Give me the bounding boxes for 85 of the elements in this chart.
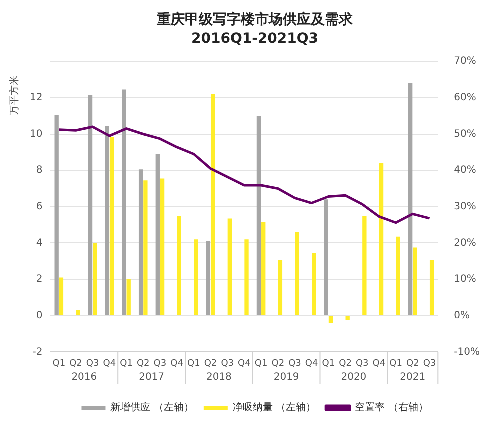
x-tick-label: Q1 xyxy=(188,358,200,369)
bar xyxy=(312,253,316,316)
y-tick-label: 6 xyxy=(36,201,43,212)
x-tick-label: Q1 xyxy=(254,358,268,369)
legend-label: 净吸纳量 （左轴） xyxy=(232,402,316,414)
x-tick-label: Q3 xyxy=(154,358,167,369)
x-tick-label: Q2 xyxy=(272,358,285,369)
x-tick-label: Q2 xyxy=(339,358,352,369)
x-tick-label: Q4 xyxy=(238,358,252,369)
bar xyxy=(413,248,418,316)
bar xyxy=(262,222,266,316)
bar xyxy=(105,126,110,316)
y-tick-label: 8 xyxy=(36,165,43,176)
bar xyxy=(210,94,216,316)
y2-tick-label: 60% xyxy=(454,92,476,104)
y-axis-title: 万平方米 xyxy=(8,76,21,116)
bar xyxy=(177,216,182,316)
x-tick-label: Q1 xyxy=(120,358,133,369)
bar xyxy=(244,240,249,316)
bar xyxy=(88,95,93,316)
x-tick-label: Q3 xyxy=(423,358,436,369)
legend-label: 新增供应 （左轴） xyxy=(110,402,194,414)
text: 2021 xyxy=(400,372,426,383)
bar xyxy=(93,243,98,316)
y2-tick-label: 20% xyxy=(454,238,476,249)
y2-tick-label: 40% xyxy=(454,165,476,176)
bar xyxy=(328,316,334,324)
y-tick-label: 4 xyxy=(36,238,43,249)
chart-subtitle: 2016Q1-2021Q3 xyxy=(191,30,319,47)
bar xyxy=(138,170,144,316)
text: 2020 xyxy=(341,372,367,383)
y-tick-label: 12 xyxy=(30,92,43,104)
bar xyxy=(228,218,232,316)
bar xyxy=(59,278,64,316)
text: 2018 xyxy=(206,372,232,383)
x-tick-label: Q4 xyxy=(305,358,319,369)
bar xyxy=(346,316,350,320)
x-tick-label: Q2 xyxy=(406,358,420,369)
y2-tick-label: 70% xyxy=(454,56,476,68)
bar xyxy=(110,136,114,316)
y2-tick-label: 0% xyxy=(454,310,470,322)
x-tick-label: Q1 xyxy=(322,358,336,369)
text: 2019 xyxy=(274,372,300,383)
bar xyxy=(76,310,80,316)
x-tick-label: Q4 xyxy=(372,358,386,369)
bar xyxy=(278,260,283,316)
bar xyxy=(256,116,262,316)
bar xyxy=(408,83,413,316)
bar xyxy=(54,115,59,316)
bar xyxy=(396,236,400,316)
x-tick-label: Q2 xyxy=(136,358,150,369)
y2-tick-label: 30% xyxy=(454,201,476,212)
text: 2017 xyxy=(139,372,165,383)
x-tick-label: Q2 xyxy=(70,358,82,369)
x-tick-label: Q2 xyxy=(204,358,218,369)
y-tick-label: -2 xyxy=(32,346,43,358)
bar xyxy=(160,178,165,316)
x-tick-label: Q3 xyxy=(288,358,302,369)
text: 2016 xyxy=(72,372,98,383)
bar xyxy=(122,90,126,316)
bar xyxy=(194,240,198,316)
bar xyxy=(206,241,211,316)
y-tick-label: 0 xyxy=(36,310,43,322)
bar xyxy=(362,216,367,316)
x-tick-label: Q4 xyxy=(103,358,116,369)
y-tick-label: 10 xyxy=(30,128,43,140)
bar xyxy=(430,260,434,316)
chart-title: 重庆甲级写字楼市场供应及需求 xyxy=(156,11,354,28)
bar xyxy=(324,200,328,316)
bar xyxy=(126,280,131,316)
x-tick-label: Q1 xyxy=(52,358,66,369)
x-tick-label: Q1 xyxy=(390,358,402,369)
bar xyxy=(144,180,148,316)
x-tick-label: Q3 xyxy=(86,358,100,369)
legend-label: 空置率 （右轴） xyxy=(355,402,428,414)
bar xyxy=(295,232,300,316)
bar xyxy=(156,154,160,316)
bar xyxy=(379,163,384,316)
x-tick-label: Q3 xyxy=(356,358,369,369)
y-tick-label: 2 xyxy=(36,274,43,286)
x-tick-label: Q3 xyxy=(221,358,234,369)
y2-tick-label: 10% xyxy=(454,274,476,286)
y2-tick-label: -10% xyxy=(454,346,480,358)
x-tick-label: Q4 xyxy=(170,358,184,369)
y2-tick-label: 50% xyxy=(454,128,476,140)
